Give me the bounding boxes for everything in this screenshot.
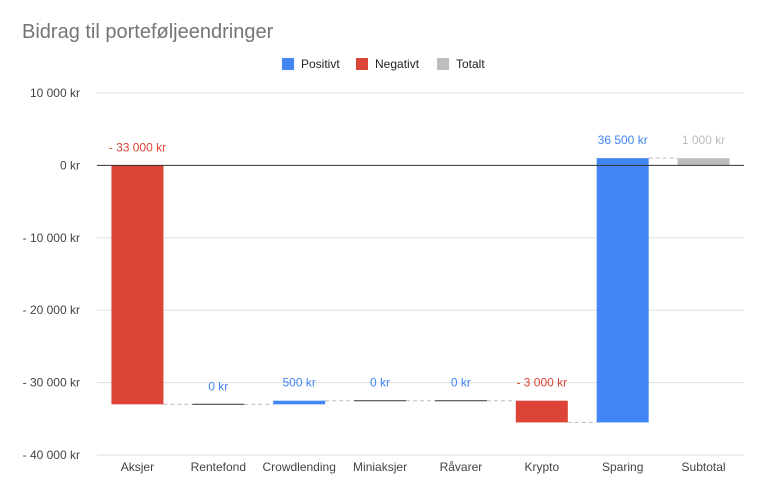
- x-tick-label: Crowdlending: [262, 460, 335, 474]
- data-label: 0 kr: [451, 376, 471, 390]
- data-label: 0 kr: [370, 376, 390, 390]
- legend-swatch-positive: [282, 58, 294, 70]
- x-tick-label: Krypto: [524, 460, 559, 474]
- data-label: 500 kr: [283, 376, 316, 390]
- connectors: [163, 157, 678, 423]
- x-tick-label: Råvarer: [440, 460, 483, 474]
- bar-aksjer: [111, 165, 164, 405]
- bar-miniaksjer: [354, 400, 407, 402]
- y-tick-label: - 30 000 kr: [23, 376, 80, 390]
- x-axis: Aksjer Rentefond Crowdlending Miniaksjer Råv…: [121, 460, 726, 474]
- bar-subtotal: [677, 158, 730, 166]
- bar-rentefond: [192, 403, 245, 405]
- data-labels: - 33 000 kr 0 kr 500 kr 0 kr 0 kr - 3 000 kr 3…: [109, 133, 725, 393]
- y-tick-label: - 20 000 kr: [23, 303, 80, 317]
- bar-krypto: [515, 400, 568, 423]
- bar-crowdlending: [273, 400, 326, 405]
- x-tick-label: Aksjer: [121, 460, 154, 474]
- bar-sparing: [596, 158, 649, 423]
- x-tick-label: Subtotal: [682, 460, 726, 474]
- x-tick-label: Sparing: [602, 460, 643, 474]
- bars: [111, 158, 730, 423]
- y-axis: 10 000 kr 0 kr - 10 000 kr - 20 000 kr - 30 …: [23, 86, 80, 462]
- data-label: 1 000 kr: [682, 133, 725, 147]
- y-tick-label: 0 kr: [60, 158, 80, 172]
- legend-swatch-total: [437, 58, 449, 70]
- chart-title: Bidrag til porteføljeendringer: [22, 21, 274, 43]
- x-tick-label: Miniaksjer: [353, 460, 407, 474]
- legend: Positivt Negativt Totalt: [282, 57, 485, 71]
- data-label: 0 kr: [208, 379, 228, 393]
- legend-label-positive: Positivt: [301, 57, 340, 71]
- data-label: - 33 000 kr: [109, 140, 166, 154]
- data-label: 36 500 kr: [598, 133, 648, 147]
- y-tick-label: - 10 000 kr: [23, 231, 80, 245]
- legend-label-total: Totalt: [456, 57, 485, 71]
- bar-råvarer: [434, 400, 487, 402]
- legend-swatch-negative: [356, 58, 368, 70]
- data-label: - 3 000 kr: [516, 376, 567, 390]
- y-tick-label: - 40 000 kr: [23, 448, 80, 462]
- y-tick-label: 10 000 kr: [30, 86, 80, 100]
- x-tick-label: Rentefond: [191, 460, 246, 474]
- legend-label-negative: Negativt: [375, 57, 420, 71]
